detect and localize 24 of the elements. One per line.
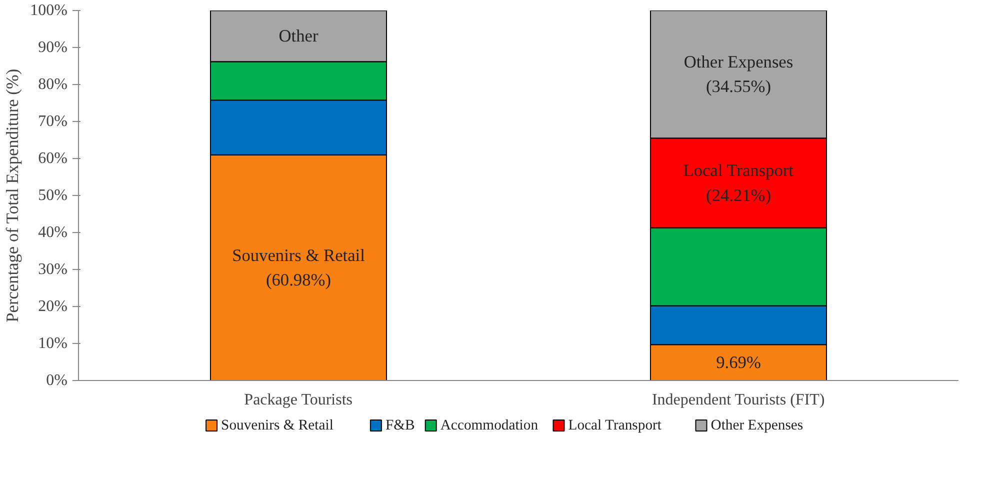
legend-label: F&B bbox=[385, 418, 415, 434]
legend-label: Other Expenses bbox=[710, 418, 804, 434]
legend-label: Souvenirs & Retail bbox=[221, 418, 334, 434]
data-label: Souvenirs & Retail (60.98%) bbox=[232, 246, 366, 290]
y-tick-label: 60% bbox=[38, 150, 68, 167]
y-tick-label: 20% bbox=[38, 298, 68, 315]
data-label: Local Transport (24.21%) bbox=[683, 161, 794, 205]
y-tick-label: 30% bbox=[38, 261, 68, 278]
data-label: Other bbox=[278, 26, 318, 46]
legend-label: Local Transport bbox=[568, 418, 662, 434]
y-tick-label: 50% bbox=[38, 187, 68, 204]
y-axis-title: Percentage of Total Expenditure (%) bbox=[3, 68, 22, 322]
y-tick-label: 70% bbox=[38, 113, 68, 130]
y-tick-label: 10% bbox=[38, 335, 68, 352]
x-tick-label: Independent Tourists (FIT) bbox=[652, 392, 825, 408]
y-tick-label: 90% bbox=[38, 39, 68, 56]
data-label: Other Expenses (34.55%) bbox=[684, 52, 794, 96]
y-tick-label: 40% bbox=[38, 224, 68, 241]
y-tick-label: 80% bbox=[38, 76, 68, 93]
data-label: 9.69% bbox=[716, 353, 761, 372]
y-tick-label: 100% bbox=[30, 2, 68, 19]
legend-label: Accommodation bbox=[440, 418, 539, 434]
y-tick-label: 0% bbox=[46, 372, 68, 389]
x-tick-label: Package Tourists bbox=[244, 392, 353, 408]
